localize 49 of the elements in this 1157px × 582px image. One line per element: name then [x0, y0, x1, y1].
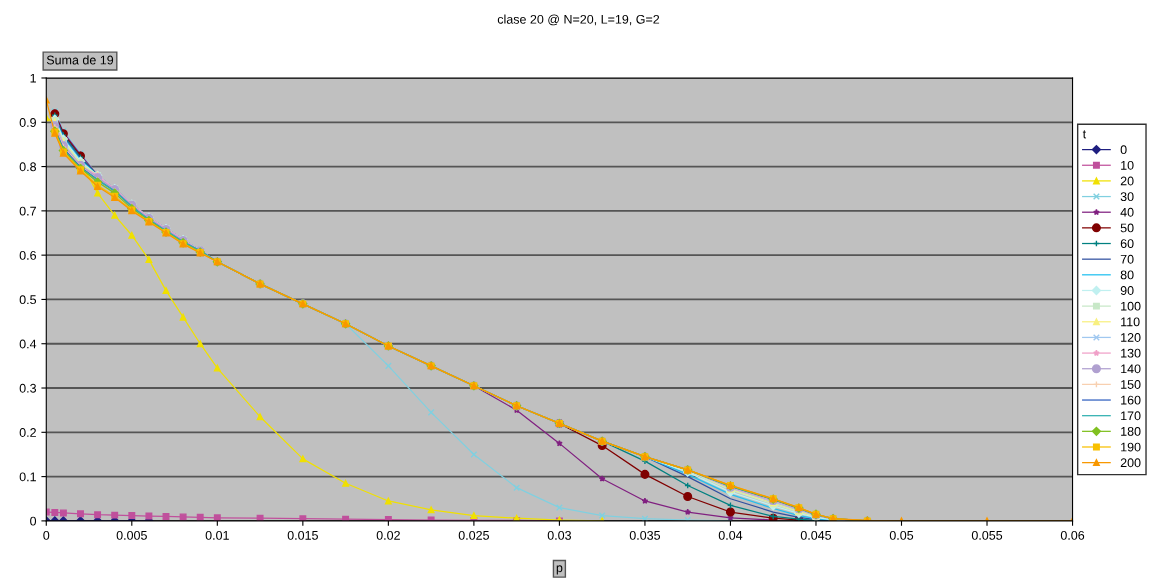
- legend-label: 130: [1121, 348, 1141, 358]
- y-tick-label: 0: [30, 516, 37, 526]
- y-tick-label: 0.5: [19, 295, 37, 305]
- legend-label: 180: [1121, 426, 1141, 436]
- legend-label: 60: [1120, 239, 1134, 249]
- x-tick-label: 0.055: [971, 530, 1003, 540]
- y-tick-label: 0.9: [19, 118, 36, 127]
- legend-label: 140: [1121, 364, 1141, 374]
- y-tick-label: 0.4: [19, 339, 37, 349]
- x-tick-label: 0.015: [287, 530, 318, 540]
- y-tick-label: 0.7: [19, 206, 36, 216]
- x-tick-label: 0.045: [800, 530, 832, 540]
- legend-label: 70: [1120, 254, 1134, 264]
- x-tick-label: 0.02: [376, 530, 400, 540]
- x-axis-title: p: [556, 565, 563, 575]
- legend-label: 30: [1120, 192, 1134, 202]
- legend-label: 40: [1120, 207, 1134, 217]
- legend-label: 80: [1120, 270, 1134, 280]
- legend-label: 170: [1121, 411, 1141, 421]
- legend-label: 150: [1121, 380, 1141, 389]
- y-tick-label: 0.8: [19, 162, 37, 172]
- legend-label: 100: [1121, 301, 1141, 311]
- y-tick-label: 0.1: [19, 472, 36, 482]
- y-tick-label: 0.6: [19, 250, 37, 260]
- x-tick-label: 0.025: [458, 530, 490, 540]
- x-tick-label: 0.01: [205, 530, 229, 540]
- x-tick-label: 0.005: [116, 530, 147, 540]
- text: Suma de 19: [46, 55, 114, 65]
- chart-title: clase 20 @ N=20, L=19, G=2: [497, 14, 660, 26]
- legend-label: 50: [1120, 223, 1134, 233]
- legend-label: 200: [1120, 458, 1141, 468]
- x-tick-label: 0.05: [889, 530, 914, 540]
- legend-label: 190: [1121, 442, 1141, 452]
- x-tick-label: 0.06: [1060, 530, 1085, 540]
- x-tick-label: 0.03: [547, 530, 572, 540]
- legend-label: 90: [1120, 286, 1134, 295]
- legend-title: t: [1082, 130, 1087, 139]
- x-tick-label: 0.04: [718, 530, 743, 540]
- legend-label: 120: [1121, 333, 1141, 342]
- legend-label: 160: [1121, 395, 1141, 405]
- y-tick-label: 0.3: [19, 383, 37, 393]
- legend-label: 10: [1121, 160, 1134, 170]
- x-tick-label: 0.035: [629, 530, 661, 540]
- x-tick-label: 0: [43, 530, 50, 540]
- y-tick-label: 1: [30, 73, 36, 83]
- y-tick-label: 0.2: [19, 428, 36, 437]
- legend-label: 20: [1120, 176, 1134, 186]
- legend-label: 110: [1121, 317, 1140, 327]
- legend-label: 0: [1120, 145, 1127, 155]
